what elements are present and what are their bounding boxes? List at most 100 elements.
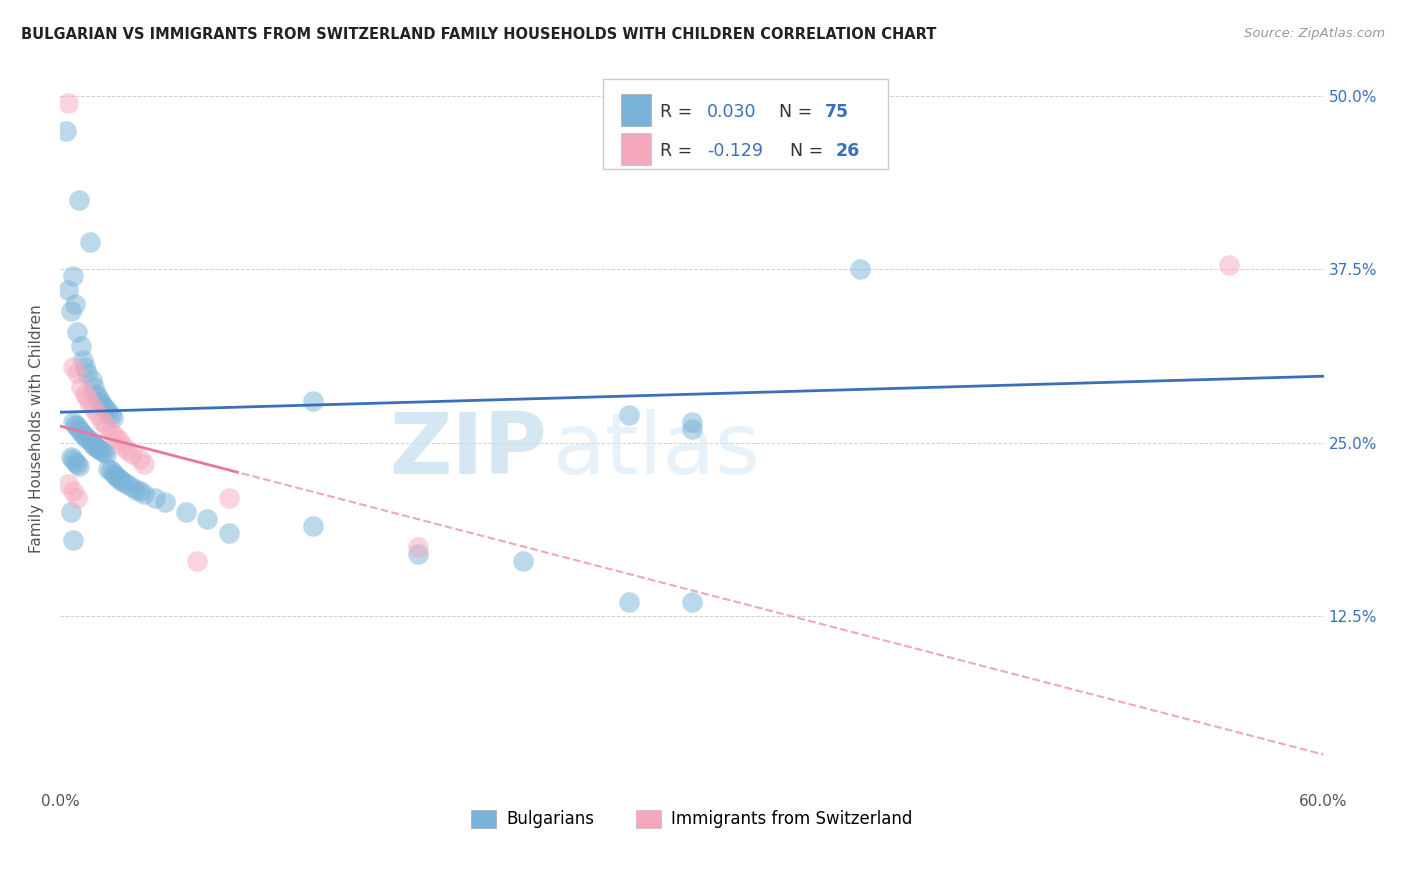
Point xyxy=(134,487,156,501)
Point xyxy=(76,432,98,446)
Point xyxy=(66,457,89,471)
Point xyxy=(58,477,80,491)
Point xyxy=(121,447,143,461)
Point xyxy=(83,402,105,417)
Text: 26: 26 xyxy=(835,142,860,160)
Point xyxy=(62,359,84,374)
Point xyxy=(83,380,105,394)
Text: N =: N = xyxy=(768,103,817,121)
Point xyxy=(79,397,101,411)
Point xyxy=(218,525,240,540)
Point xyxy=(110,473,132,487)
Point xyxy=(58,283,80,297)
Point xyxy=(100,425,122,439)
Point xyxy=(134,457,156,471)
Point xyxy=(89,442,111,457)
Point xyxy=(105,470,128,484)
Point xyxy=(96,402,118,417)
FancyBboxPatch shape xyxy=(603,79,887,169)
Text: Source: ZipAtlas.com: Source: ZipAtlas.com xyxy=(1244,27,1385,40)
Point xyxy=(63,297,86,311)
Point xyxy=(59,450,82,464)
Text: R =: R = xyxy=(661,103,697,121)
Point xyxy=(72,352,94,367)
Point xyxy=(96,419,118,434)
Point xyxy=(143,491,166,505)
Point xyxy=(83,438,105,452)
Point xyxy=(117,442,139,457)
Text: atlas: atlas xyxy=(553,409,761,492)
Point xyxy=(62,269,84,284)
Point xyxy=(176,505,198,519)
Point xyxy=(79,433,101,447)
Point xyxy=(93,445,115,459)
Point xyxy=(67,422,90,436)
Point xyxy=(91,413,114,427)
Point xyxy=(72,427,94,442)
Point xyxy=(155,495,177,509)
Point xyxy=(62,533,84,547)
Point xyxy=(849,262,872,277)
Point xyxy=(66,491,89,505)
Point xyxy=(87,408,110,422)
Point xyxy=(125,483,148,497)
Point xyxy=(70,339,93,353)
Point xyxy=(129,452,152,467)
Point xyxy=(67,459,90,474)
Point xyxy=(129,484,152,499)
Point xyxy=(87,390,110,404)
Point xyxy=(75,359,97,374)
Point xyxy=(1218,258,1240,272)
Point xyxy=(84,440,107,454)
Text: -0.129: -0.129 xyxy=(707,142,763,160)
Point xyxy=(301,394,323,409)
Point xyxy=(117,477,139,491)
Point xyxy=(100,463,122,477)
Point xyxy=(66,367,89,381)
Point xyxy=(617,595,640,609)
Text: BULGARIAN VS IMMIGRANTS FROM SWITZERLAND FAMILY HOUSEHOLDS WITH CHILDREN CORRELA: BULGARIAN VS IMMIGRANTS FROM SWITZERLAND… xyxy=(21,27,936,42)
Point xyxy=(681,422,703,436)
Point xyxy=(58,96,80,111)
Point xyxy=(84,387,107,401)
Point xyxy=(66,419,89,434)
Point xyxy=(97,462,120,476)
Point xyxy=(100,408,122,422)
Point xyxy=(70,380,93,394)
Point xyxy=(59,505,82,519)
Point xyxy=(91,397,114,411)
Point xyxy=(80,435,103,450)
Point xyxy=(108,472,131,486)
Legend: Bulgarians, Immigrants from Switzerland: Bulgarians, Immigrants from Switzerland xyxy=(464,803,920,835)
Point xyxy=(96,447,118,461)
Point xyxy=(512,553,534,567)
Point xyxy=(79,235,101,249)
Point xyxy=(186,553,208,567)
Text: 75: 75 xyxy=(824,103,849,121)
Point xyxy=(62,484,84,499)
Text: R =: R = xyxy=(661,142,697,160)
Point xyxy=(406,540,429,554)
FancyBboxPatch shape xyxy=(621,133,651,165)
Point xyxy=(75,387,97,401)
FancyBboxPatch shape xyxy=(621,94,651,126)
Point xyxy=(63,417,86,432)
Point xyxy=(87,442,110,456)
Point xyxy=(59,304,82,318)
Text: ZIP: ZIP xyxy=(388,409,547,492)
Point xyxy=(80,373,103,387)
Y-axis label: Family Households with Children: Family Households with Children xyxy=(30,304,44,553)
Point xyxy=(76,367,98,381)
Point xyxy=(89,394,111,409)
Point xyxy=(76,392,98,406)
Point xyxy=(104,467,127,482)
Point xyxy=(121,480,143,494)
Text: 0.030: 0.030 xyxy=(707,103,756,121)
Point xyxy=(55,124,77,138)
Point xyxy=(406,547,429,561)
Point xyxy=(108,433,131,447)
Point xyxy=(101,467,124,481)
Point xyxy=(681,415,703,429)
Point xyxy=(93,400,115,414)
Point xyxy=(75,429,97,443)
